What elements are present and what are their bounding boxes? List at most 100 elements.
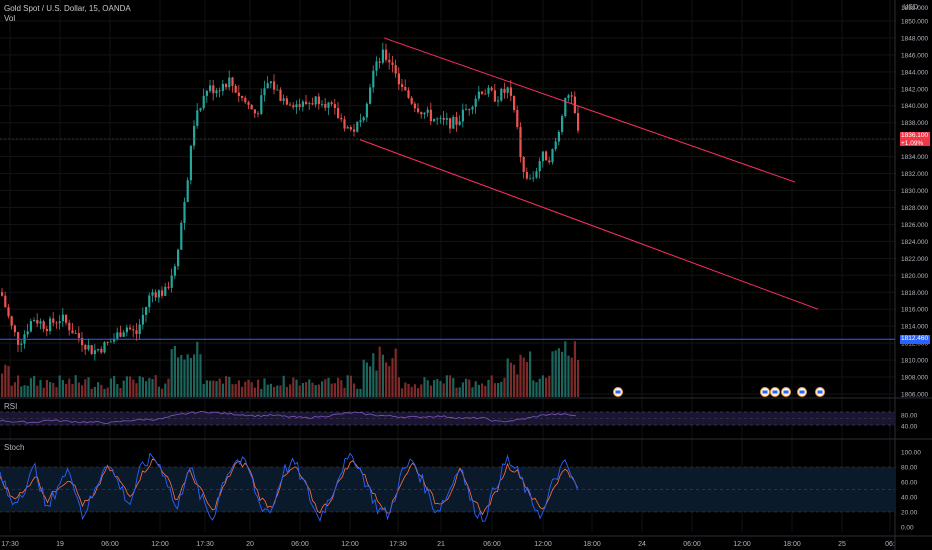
- volume-bar: [372, 353, 375, 397]
- volume-bar: [525, 361, 528, 397]
- descending-channel[interactable]: [359, 37, 819, 310]
- candle-body: [84, 345, 87, 350]
- channel-lower-line: [359, 139, 819, 310]
- volume-bar: [55, 387, 58, 397]
- candle-body: [237, 92, 240, 96]
- economic-event-icons[interactable]: [613, 387, 825, 397]
- candle-body: [321, 103, 324, 105]
- volume-bar: [61, 380, 64, 397]
- volume-bar: [564, 341, 567, 397]
- volume-bar: [93, 386, 96, 397]
- volume-bar: [497, 382, 500, 397]
- stoch-axis-label: 100.00: [901, 450, 921, 457]
- volume-bar: [532, 380, 535, 397]
- event-icon: [815, 387, 825, 397]
- price-axis-label: 1824.000: [901, 239, 928, 246]
- candle-body: [97, 349, 100, 351]
- candle-body: [477, 91, 480, 99]
- time-axis-label: 12:00: [151, 541, 169, 548]
- candle-body: [433, 118, 436, 122]
- volume-bar: [298, 385, 301, 397]
- volume-bar: [74, 375, 77, 397]
- candle-body: [522, 157, 525, 172]
- price-axis-label: 1810.000: [901, 358, 928, 365]
- volume-bar: [269, 383, 272, 397]
- candle-body: [177, 249, 180, 267]
- candle-body: [333, 104, 336, 109]
- time-axis-label: 06:00: [683, 541, 701, 548]
- candle-body: [17, 332, 20, 345]
- candle-body: [231, 77, 234, 86]
- time-axis-label: 17:30: [196, 541, 214, 548]
- rsi-pane: [0, 410, 895, 426]
- candle-body: [557, 131, 560, 142]
- candle-body: [29, 321, 32, 332]
- time-axis-label: 06:: [885, 541, 895, 548]
- volume-bar: [503, 377, 506, 397]
- time-axis-label: 17:30: [389, 541, 407, 548]
- horizontal-price-line[interactable]: [0, 138, 895, 340]
- volume-bar: [250, 382, 253, 397]
- candle-body: [385, 49, 388, 60]
- candle-body: [273, 81, 276, 90]
- candle-body: [407, 90, 410, 98]
- volume-bar: [193, 354, 196, 397]
- candle-body: [58, 321, 61, 324]
- volume-bar: [148, 378, 151, 397]
- volume-bar: [385, 362, 388, 397]
- candle-body: [541, 151, 544, 162]
- candle-body: [282, 98, 285, 101]
- stoch-axis-label: 80.00: [901, 465, 918, 472]
- candle-body: [180, 222, 183, 250]
- volume-bar: [58, 375, 61, 397]
- candle-body: [298, 104, 301, 107]
- candle-body: [429, 109, 432, 122]
- candle-body: [532, 177, 535, 179]
- volume-bar: [481, 383, 484, 397]
- volume-bar: [484, 385, 487, 397]
- volume-bar: [276, 385, 279, 397]
- volume-bar: [218, 378, 221, 397]
- volume-bar: [10, 385, 13, 397]
- candle-body: [519, 127, 522, 158]
- stoch-axis-label: 20.00: [901, 510, 918, 517]
- candle-body: [122, 332, 125, 337]
- volume-bar: [135, 383, 138, 397]
- candle-body: [410, 97, 413, 104]
- stoch-k-line: [0, 452, 578, 523]
- volume-bar: [205, 380, 208, 397]
- candle-body: [151, 292, 154, 296]
- candle-body: [506, 87, 509, 93]
- candle-body: [369, 87, 372, 104]
- candle-body: [413, 103, 416, 109]
- price-axis-label: 1828.000: [901, 205, 928, 212]
- price-axis-label: 1808.000: [901, 375, 928, 382]
- candle-body: [500, 88, 503, 101]
- volume-bar: [449, 375, 452, 397]
- volume-bar: [407, 383, 410, 397]
- volume-bar: [116, 383, 119, 397]
- volume-bar: [506, 358, 509, 397]
- candle-body: [375, 61, 378, 71]
- candle-body: [458, 121, 461, 125]
- volume-bar: [311, 382, 314, 397]
- candle-body: [365, 103, 368, 118]
- candle-body: [401, 84, 404, 87]
- price-axis-label: 1844.000: [901, 69, 928, 76]
- volume-bar: [433, 380, 436, 397]
- time-axis[interactable]: 17:30 19 06:00 12:00 17:30 20 06:00 12:00 17:30 2…: [1, 541, 895, 548]
- rsi-line: [0, 410, 577, 424]
- volume-bar: [97, 382, 100, 397]
- volume-bar: [314, 385, 317, 397]
- candle-body: [481, 91, 484, 94]
- candle-body: [442, 117, 445, 120]
- candle-body: [493, 90, 496, 102]
- volume-bar: [429, 385, 432, 397]
- volume-bar: [465, 378, 468, 397]
- volume-bar: [77, 382, 80, 397]
- volume-bar: [468, 379, 471, 397]
- candle-body: [61, 314, 64, 322]
- volume-bar: [13, 382, 16, 397]
